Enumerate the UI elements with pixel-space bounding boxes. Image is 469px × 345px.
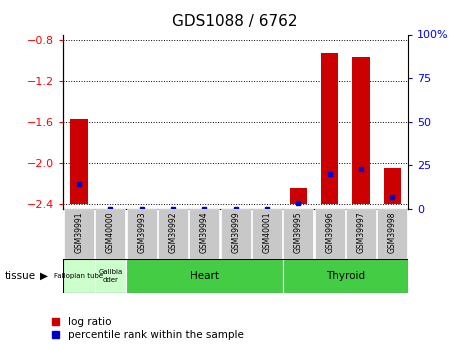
Bar: [63, 259, 95, 293]
Text: GSM39993: GSM39993: [137, 211, 146, 253]
Bar: [252, 209, 282, 259]
Bar: [378, 209, 408, 259]
Bar: [189, 209, 219, 259]
Text: GSM39991: GSM39991: [75, 211, 83, 253]
Text: GSM39992: GSM39992: [168, 211, 177, 253]
Text: GSM39994: GSM39994: [200, 211, 209, 253]
Text: GSM39996: GSM39996: [325, 211, 334, 253]
Text: Gallbla
dder: Gallbla dder: [98, 269, 122, 283]
Text: tissue: tissue: [5, 271, 36, 281]
Text: Fallopian tube: Fallopian tube: [54, 273, 104, 279]
Bar: [283, 259, 408, 293]
Text: GSM39999: GSM39999: [231, 211, 240, 253]
Text: Heart: Heart: [190, 271, 219, 281]
Bar: [283, 209, 313, 259]
Text: GSM39998: GSM39998: [388, 211, 397, 253]
Bar: [126, 259, 283, 293]
Text: Thyroid: Thyroid: [326, 271, 365, 281]
Bar: [315, 209, 345, 259]
Bar: [290, 188, 307, 204]
Bar: [95, 209, 125, 259]
Text: GSM39995: GSM39995: [294, 211, 303, 253]
Bar: [352, 57, 370, 204]
Text: GSM40001: GSM40001: [263, 211, 272, 253]
Bar: [321, 53, 338, 204]
Bar: [95, 259, 126, 293]
Bar: [384, 168, 401, 204]
Text: ▶: ▶: [40, 271, 48, 281]
Bar: [158, 209, 188, 259]
Bar: [70, 119, 88, 204]
Text: GDS1088 / 6762: GDS1088 / 6762: [172, 14, 297, 29]
Bar: [127, 209, 157, 259]
Bar: [220, 209, 251, 259]
Text: GSM39997: GSM39997: [356, 211, 365, 253]
Legend: log ratio, percentile rank within the sample: log ratio, percentile rank within the sa…: [52, 317, 243, 340]
Text: GSM40000: GSM40000: [106, 211, 115, 253]
Bar: [64, 209, 94, 259]
Bar: [346, 209, 376, 259]
